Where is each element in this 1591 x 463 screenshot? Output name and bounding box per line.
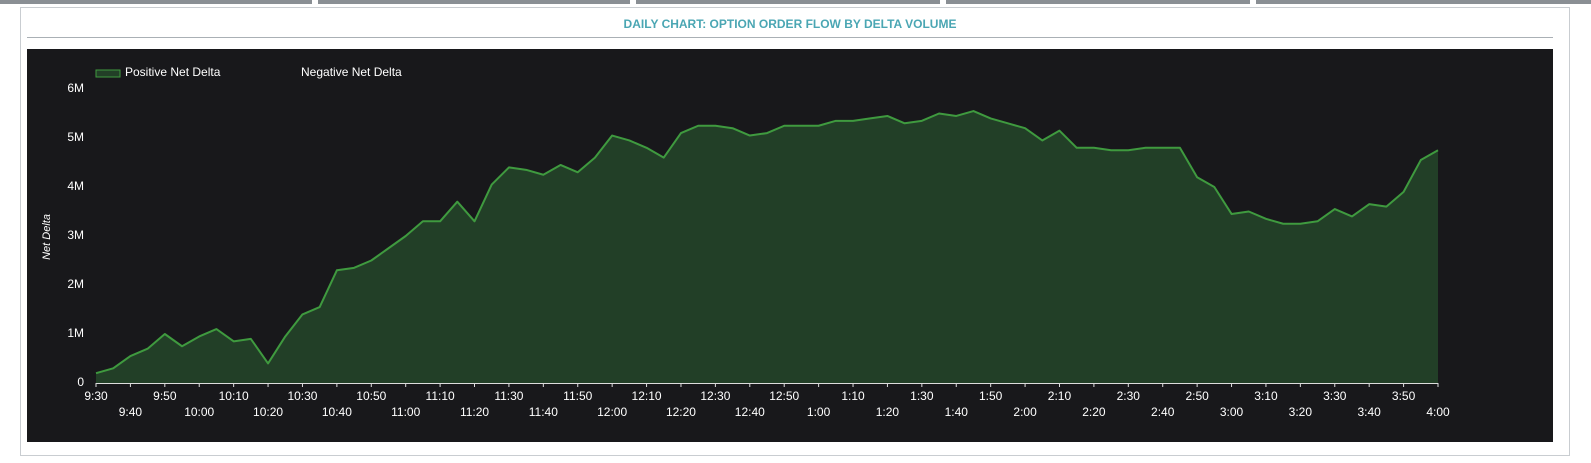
- x-tick-label: 12:40: [735, 405, 765, 419]
- x-tick-label: 9:40: [119, 405, 143, 419]
- x-tick-label: 2:40: [1151, 405, 1175, 419]
- x-tick-label: 4:00: [1426, 405, 1450, 419]
- x-tick-label: 10:40: [322, 405, 352, 419]
- legend-label: Positive Net Delta: [125, 65, 221, 79]
- tab[interactable]: [318, 0, 630, 4]
- x-tick-label: 3:30: [1323, 389, 1347, 403]
- area: [96, 111, 1438, 384]
- x-tick-label: 1:00: [807, 405, 831, 419]
- y-tick-label: 6M: [67, 81, 84, 95]
- x-tick-label: 1:10: [841, 389, 865, 403]
- x-tick-label: 10:10: [219, 389, 249, 403]
- chart-title: DAILY CHART: OPTION ORDER FLOW BY DELTA …: [624, 17, 957, 31]
- x-tick-label: 12:00: [597, 405, 627, 419]
- x-tick-label: 12:10: [632, 389, 662, 403]
- x-tick-label: 3:10: [1254, 389, 1278, 403]
- x-tick-label: 2:30: [1117, 389, 1141, 403]
- x-tick-label: 10:50: [356, 389, 386, 403]
- legend-swatch: [95, 69, 121, 78]
- y-tick-label: 5M: [67, 130, 84, 144]
- y-tick-label: 3M: [67, 228, 84, 242]
- x-tick-label: 3:00: [1220, 405, 1244, 419]
- tab[interactable]: [946, 0, 1250, 4]
- x-tick-label: 12:50: [769, 389, 799, 403]
- x-tick-label: 11:10: [426, 389, 455, 403]
- x-tick-label: 11:30: [494, 389, 523, 403]
- x-tick-label: 10:30: [287, 389, 317, 403]
- x-tick-label: 9:50: [153, 389, 177, 403]
- x-tick-label: 3:40: [1357, 405, 1381, 419]
- x-tick-label: 12:30: [700, 389, 730, 403]
- x-tick-label: 2:20: [1082, 405, 1106, 419]
- legend-label: Negative Net Delta: [301, 65, 402, 79]
- x-tick-label: 3:20: [1289, 405, 1313, 419]
- x-tick-label: 10:20: [253, 405, 283, 419]
- x-tick-label: 2:50: [1185, 389, 1209, 403]
- x-tick-label: 10:00: [184, 405, 214, 419]
- legend-swatch: [271, 69, 297, 78]
- x-tick-label: 1:20: [876, 405, 900, 419]
- x-tick-label: 3:50: [1392, 389, 1416, 403]
- y-tick-label: 1M: [67, 326, 84, 340]
- x-tick-label: 11:40: [529, 405, 558, 419]
- x-tick-label: 2:10: [1048, 389, 1072, 403]
- x-tick-label: 11:00: [391, 405, 420, 419]
- x-tick-label: 11:50: [563, 389, 592, 403]
- x-tick-label: 2:00: [1013, 405, 1037, 419]
- tab[interactable]: [1256, 0, 1591, 4]
- y-tick-label: 2M: [67, 277, 84, 291]
- y-axis-label: Net Delta: [41, 214, 53, 260]
- area-line: [95, 110, 1439, 375]
- x-tick-label: 11:20: [460, 405, 489, 419]
- x-tick-label: 9:30: [84, 389, 108, 403]
- x-tick-label: 1:30: [910, 389, 934, 403]
- x-tick-label: 1:50: [979, 389, 1003, 403]
- tab[interactable]: [0, 0, 312, 4]
- x-tick-label: 12:20: [666, 405, 696, 419]
- tab[interactable]: [636, 0, 940, 4]
- y-tick-label: 0: [77, 375, 84, 389]
- x-tick-label: 1:40: [945, 405, 969, 419]
- y-tick-label: 4M: [67, 179, 84, 193]
